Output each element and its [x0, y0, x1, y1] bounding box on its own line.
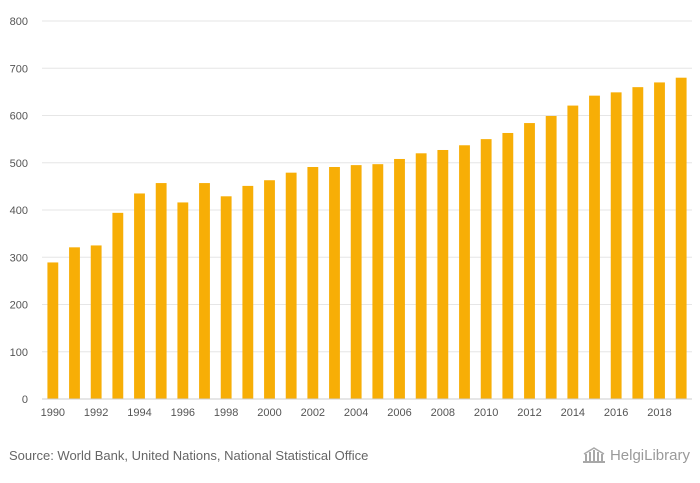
bar-2016[interactable] [610, 92, 622, 399]
y-tick-label: 500 [10, 158, 28, 170]
x-tick-label: 2002 [301, 407, 325, 419]
x-tick-label: 2012 [517, 407, 541, 419]
x-tick-label: 2018 [647, 407, 671, 419]
x-tick-label: 2000 [257, 407, 281, 419]
logo-text: HelgiLibrary [609, 446, 690, 464]
library-building-icon [582, 447, 605, 463]
bar-2000[interactable] [264, 180, 275, 399]
bar-2008[interactable] [437, 149, 449, 399]
x-tick-label: 1998 [214, 407, 238, 419]
x-tick-label: 2010 [474, 407, 498, 419]
gridlines [42, 20, 692, 353]
bar-2017[interactable] [632, 87, 644, 400]
y-tick-label: 800 [10, 16, 28, 28]
bar-2010[interactable] [480, 139, 492, 399]
bar-1998[interactable] [220, 196, 232, 399]
bar-2006[interactable] [394, 158, 405, 399]
x-tick-label: 1996 [171, 407, 195, 419]
y-tick-label: 100 [10, 347, 28, 359]
bar-1992[interactable] [90, 245, 102, 399]
y-tick-label: 0 [22, 394, 28, 406]
bar-2012[interactable] [524, 123, 535, 399]
x-tick-label: 2006 [387, 407, 411, 419]
x-tick-label: 1990 [41, 407, 65, 419]
bar-2015[interactable] [589, 95, 600, 399]
helgilibrary-logo[interactable]: HelgiLibrary [582, 446, 690, 464]
bar-1993[interactable] [112, 212, 124, 399]
x-tick-label: 1992 [84, 407, 108, 419]
bar-2001[interactable] [285, 172, 297, 399]
bar-1999[interactable] [242, 185, 254, 399]
y-tick-label: 200 [10, 300, 28, 312]
bar-2007[interactable] [415, 153, 427, 399]
bar-2002[interactable] [307, 167, 319, 399]
x-axis: 1990 1992 1994 1996 1998 2000 2002 2004 2006 2008… [41, 407, 672, 419]
y-axis: 0 100 200 300 400 500 600 700 800 [10, 16, 28, 406]
y-tick-label: 700 [10, 63, 28, 75]
source-note: Source: World Bank, United Nations, Nati… [9, 448, 369, 463]
bar-2011[interactable] [502, 132, 514, 400]
y-tick-label: 400 [10, 205, 28, 217]
bar-2018[interactable] [654, 82, 665, 400]
x-tick-label: 1994 [127, 407, 151, 419]
bar-2004[interactable] [350, 165, 362, 399]
x-tick-label: 2008 [431, 407, 455, 419]
bar-series [47, 77, 687, 400]
bar-1994[interactable] [134, 193, 145, 399]
bar-2005[interactable] [372, 164, 384, 399]
bar-2013[interactable] [545, 115, 557, 399]
x-tick-label: 2014 [561, 407, 585, 419]
bar-2014[interactable] [567, 105, 579, 399]
bar-1997[interactable] [199, 183, 210, 399]
x-tick-label: 2004 [344, 407, 368, 419]
bar-1991[interactable] [69, 247, 80, 399]
y-tick-label: 300 [10, 252, 28, 264]
bar-1995[interactable] [155, 183, 167, 399]
bar-1996[interactable] [177, 202, 189, 399]
y-tick-label: 600 [10, 111, 28, 123]
bar-2009[interactable] [459, 145, 470, 399]
x-tick-label: 2016 [604, 407, 628, 419]
bar-2019[interactable] [675, 77, 687, 399]
bar-2003[interactable] [329, 167, 340, 399]
bar-1990[interactable] [47, 262, 59, 399]
